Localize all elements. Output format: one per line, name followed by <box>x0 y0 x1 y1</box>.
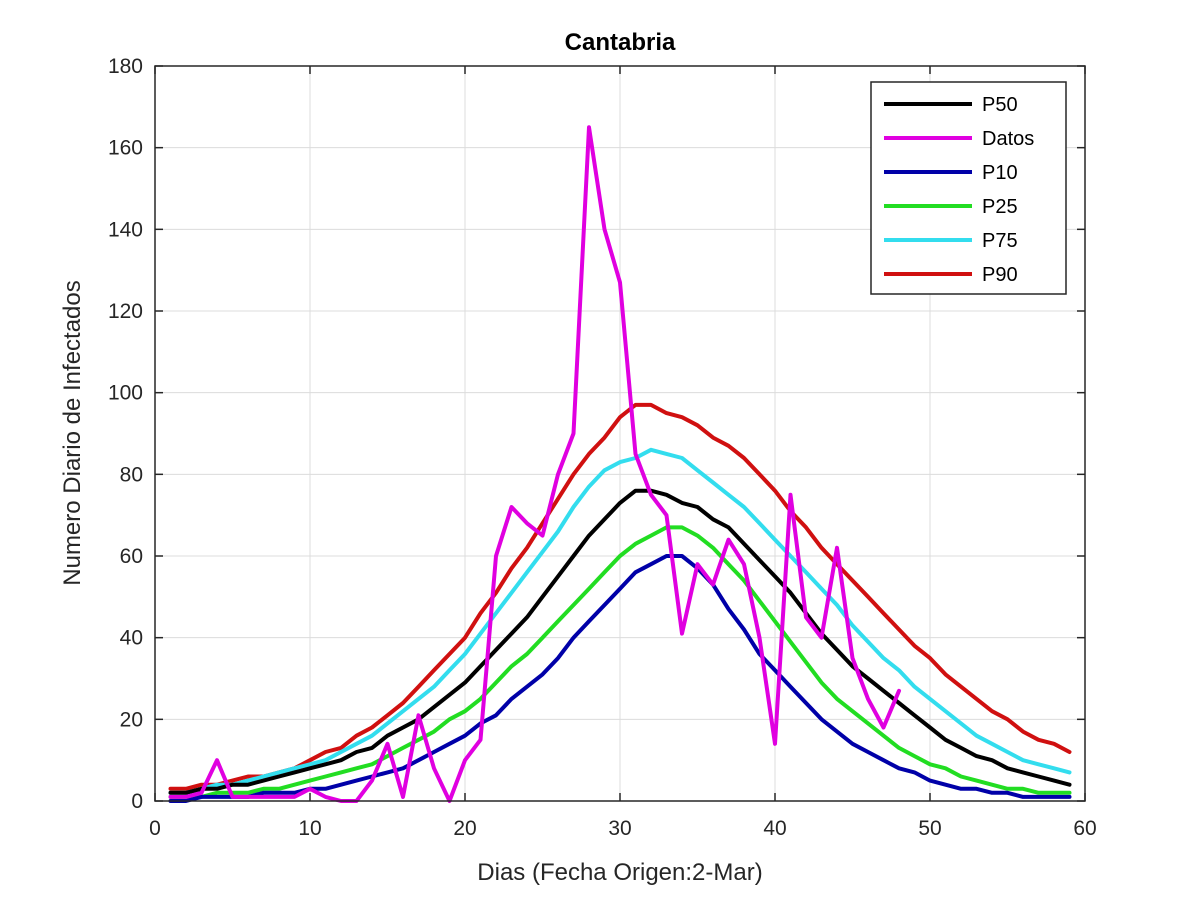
y-axis-label: Numero Diario de Infectados <box>59 280 86 585</box>
y-tick-label: 120 <box>108 300 143 323</box>
grid-lines <box>155 66 1085 801</box>
x-tick-label: 40 <box>763 817 786 840</box>
axis-ticks: 0 10 20 30 40 50 60 0 20 40 60 80 100 120 140 160 180 <box>108 55 1097 840</box>
y-tick-label: 20 <box>120 708 143 731</box>
x-tick-label: 20 <box>453 817 476 840</box>
y-tick-label: 40 <box>120 627 143 650</box>
y-tick-label: 100 <box>108 382 143 405</box>
legend-label: P75 <box>982 230 1018 252</box>
series-line-p75 <box>168 447 1072 795</box>
legend: P50 Datos P10 P25 P75 P90 <box>870 81 1067 295</box>
x-tick-label: 10 <box>298 817 321 840</box>
x-tick-label: 60 <box>1073 817 1096 840</box>
legend-label: P25 <box>982 196 1018 218</box>
series-line-datos <box>168 125 901 803</box>
y-tick-label: 140 <box>108 218 143 241</box>
legend-box <box>870 81 1067 295</box>
series-lines <box>168 125 1072 803</box>
y-tick-label: 0 <box>131 790 143 813</box>
x-tick-label: 0 <box>149 817 161 840</box>
legend-label: P10 <box>982 162 1018 184</box>
x-tick-label: 30 <box>608 817 631 840</box>
series-line-p90 <box>168 402 1072 791</box>
legend-label: P90 <box>982 264 1018 286</box>
series-line-p50 <box>168 488 1072 795</box>
chart-title: Cantabria <box>565 29 676 56</box>
x-axis-label: Dias (Fecha Origen:2-Mar) <box>477 859 762 886</box>
y-tick-label: 60 <box>120 545 143 568</box>
legend-label: Datos <box>982 128 1034 150</box>
y-tick-label: 80 <box>120 463 143 486</box>
series-line-p10 <box>168 554 1072 803</box>
y-tick-label: 160 <box>108 137 143 160</box>
legend-label: P50 <box>982 94 1018 116</box>
series-line-p25 <box>168 525 1072 799</box>
y-tick-label: 180 <box>108 55 143 78</box>
x-tick-label: 50 <box>918 817 941 840</box>
